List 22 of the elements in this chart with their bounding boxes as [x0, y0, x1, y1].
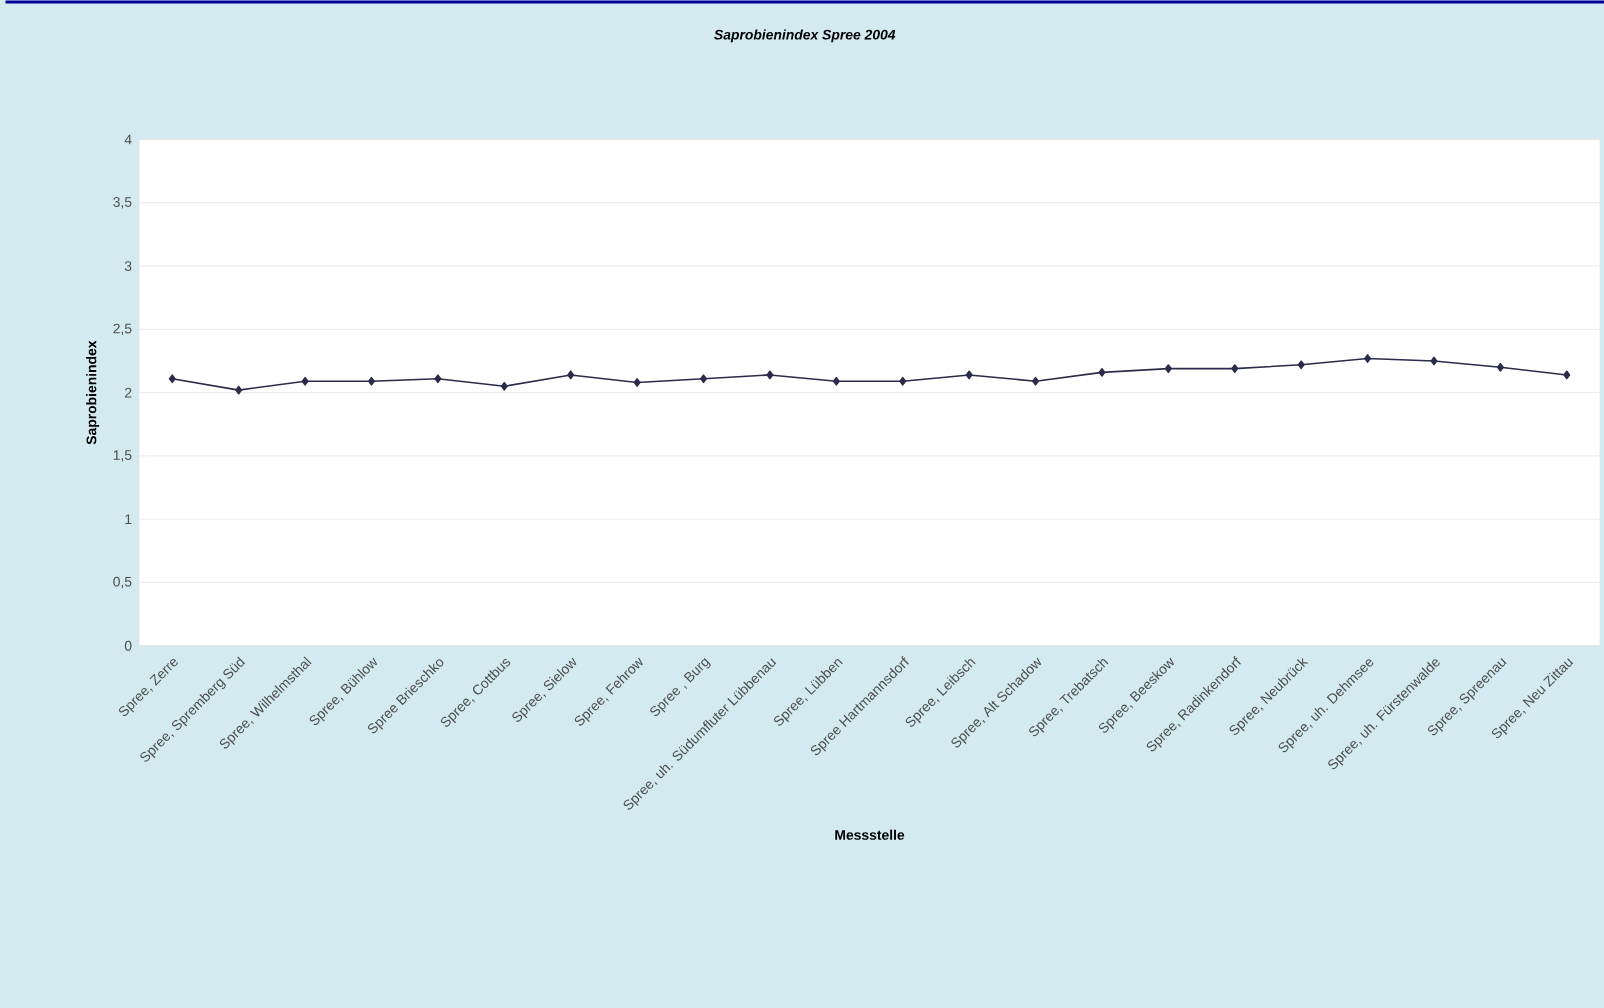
point: [1563, 370, 1571, 380]
point: [1231, 363, 1239, 373]
point: [766, 370, 774, 380]
point: [368, 376, 375, 386]
point: [1032, 376, 1040, 386]
point: [301, 376, 309, 386]
point: [1297, 360, 1305, 369]
point: [500, 381, 508, 391]
point: [235, 385, 243, 395]
point: [965, 370, 973, 380]
point: [1098, 367, 1106, 377]
point: [567, 370, 575, 380]
point: [832, 376, 840, 386]
point: [168, 374, 176, 383]
point: [899, 376, 907, 386]
point: [1364, 353, 1372, 363]
point: [700, 374, 707, 383]
point: [1430, 356, 1438, 366]
point: [434, 374, 442, 383]
point: [1496, 362, 1504, 372]
point: [633, 377, 641, 387]
point: [1164, 363, 1172, 373]
